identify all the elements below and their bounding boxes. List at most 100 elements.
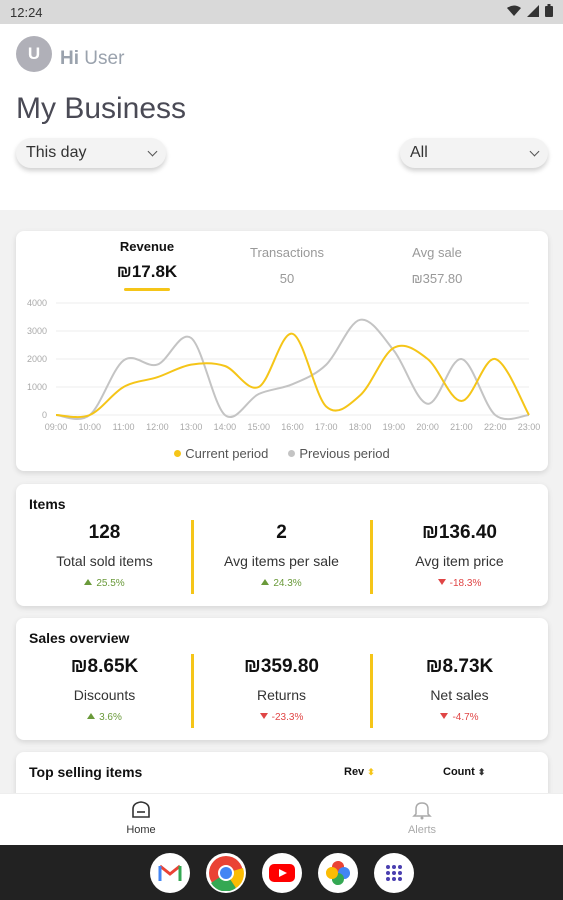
divider bbox=[191, 654, 194, 728]
gmail-icon[interactable] bbox=[150, 853, 190, 893]
legend-current[interactable]: Current period bbox=[174, 446, 268, 461]
tab-revenue-label: Revenue bbox=[119, 239, 175, 254]
metric-value: ₪8.65K bbox=[70, 656, 139, 677]
metric-value: 2 bbox=[276, 522, 287, 543]
greeting: Hi User bbox=[60, 48, 124, 70]
tab-avg-sale-label: Avg sale bbox=[412, 245, 462, 260]
nav-home-label: Home bbox=[126, 824, 156, 836]
metric-change: -4.7% bbox=[371, 712, 548, 723]
metric-value: ₪8.73K bbox=[425, 656, 494, 677]
col-rev-label: Rev bbox=[344, 766, 365, 778]
y-tick-label: 4000 bbox=[27, 298, 47, 308]
signal-icon bbox=[527, 4, 539, 17]
metric-change: 3.6% bbox=[16, 712, 193, 723]
battery-icon bbox=[545, 4, 553, 17]
col-count-label: Count bbox=[443, 766, 475, 778]
x-tick-label: 09:00 bbox=[45, 422, 68, 432]
tab-transactions-label: Transactions bbox=[250, 245, 324, 260]
tab-transactions[interactable]: Transactions 50 bbox=[222, 245, 352, 286]
metric-change: -23.3% bbox=[193, 712, 370, 723]
legend-previous[interactable]: Previous period bbox=[288, 446, 390, 461]
metric-change-value: -4.7% bbox=[452, 712, 479, 723]
x-tick-label: 12:00 bbox=[146, 422, 169, 432]
home-icon bbox=[132, 801, 150, 818]
metric-change: -18.3% bbox=[371, 578, 548, 589]
apps-icon[interactable] bbox=[374, 853, 414, 893]
x-tick-label: 17:00 bbox=[315, 422, 338, 432]
metric-label: Net sales bbox=[430, 687, 489, 703]
arrow-up-icon bbox=[261, 579, 270, 585]
metric-label: Avg item price bbox=[415, 553, 504, 569]
tab-avg-sale-value: ₪357.80 bbox=[411, 271, 463, 286]
filter-select-value: All bbox=[410, 144, 428, 161]
greeting-name: User bbox=[84, 48, 125, 69]
legend-previous-label: Previous period bbox=[299, 446, 390, 461]
sales-overview-title: Sales overview bbox=[29, 630, 130, 646]
arrow-up-icon bbox=[87, 713, 96, 719]
nav-alerts[interactable]: Alerts bbox=[382, 800, 462, 836]
metric-label: Total sold items bbox=[56, 553, 153, 569]
metric-avg-items: 2 Avg items per sale 24.3% bbox=[193, 522, 370, 589]
divider bbox=[370, 654, 373, 728]
chart-legend: Current period Previous period bbox=[16, 446, 548, 461]
y-tick-label: 1000 bbox=[27, 382, 47, 392]
x-tick-label: 18:00 bbox=[349, 422, 372, 432]
metric-value: ₪359.80 bbox=[244, 656, 319, 677]
tab-revenue-value: ₪17.8K bbox=[116, 262, 178, 281]
y-tick-label: 0 bbox=[42, 410, 47, 420]
metric-label: Avg items per sale bbox=[224, 553, 339, 569]
sort-count-button[interactable]: Count ⬍ bbox=[443, 766, 485, 778]
x-tick-label: 15:00 bbox=[247, 422, 270, 432]
metric-change: 24.3% bbox=[193, 578, 370, 589]
divider bbox=[370, 520, 373, 594]
youtube-icon[interactable] bbox=[262, 853, 302, 893]
nav-home[interactable]: Home bbox=[101, 800, 181, 836]
status-time: 12:24 bbox=[10, 5, 43, 20]
metric-change-value: -18.3% bbox=[449, 578, 482, 589]
metric-discounts: ₪8.65K Discounts 3.6% bbox=[16, 656, 193, 723]
tab-revenue[interactable]: Revenue ₪17.8K bbox=[82, 239, 212, 291]
metric-avg-price: ₪136.40 Avg item price -18.3% bbox=[371, 522, 548, 589]
sort-rev-button[interactable]: Rev ⬍ bbox=[344, 766, 375, 778]
x-tick-label: 20:00 bbox=[416, 422, 439, 432]
x-tick-label: 13:00 bbox=[180, 422, 203, 432]
metric-label: Discounts bbox=[73, 687, 136, 703]
x-tick-label: 14:00 bbox=[214, 422, 237, 432]
tab-transactions-value: 50 bbox=[279, 271, 295, 286]
x-tick-label: 10:00 bbox=[79, 422, 102, 432]
wifi-icon bbox=[507, 5, 521, 16]
metric-change-value: -23.3% bbox=[271, 712, 304, 723]
revenue-card: Revenue ₪17.8K Transactions 50 Avg sale … bbox=[16, 231, 548, 471]
metric-value: 128 bbox=[88, 522, 121, 543]
arrow-down-icon bbox=[440, 713, 449, 719]
metric-change-value: 25.5% bbox=[96, 578, 125, 589]
x-tick-label: 21:00 bbox=[450, 422, 473, 432]
metric-change-value: 24.3% bbox=[273, 578, 302, 589]
y-tick-label: 2000 bbox=[27, 354, 47, 364]
avatar[interactable]: U bbox=[16, 36, 52, 72]
header: U Hi User My Business This day All bbox=[0, 24, 563, 210]
tab-avg-sale[interactable]: Avg sale ₪357.80 bbox=[372, 245, 502, 286]
photos-icon[interactable] bbox=[318, 853, 358, 893]
arrow-up-icon bbox=[84, 579, 93, 585]
legend-current-label: Current period bbox=[185, 446, 269, 461]
metric-net-sales: ₪8.73K Net sales -4.7% bbox=[371, 656, 548, 723]
items-title: Items bbox=[29, 496, 66, 512]
status-bar: 12:24 bbox=[0, 0, 563, 24]
revenue-chart: 0 1000 2000 3000 4000 09:00 10:00 11:00 12:00 13:… bbox=[27, 298, 540, 432]
y-tick-label: 3000 bbox=[27, 326, 47, 336]
filter-select[interactable]: All bbox=[400, 138, 548, 168]
chrome-icon[interactable] bbox=[206, 853, 246, 893]
divider bbox=[191, 520, 194, 594]
system-dock bbox=[0, 845, 563, 900]
sort-icon: ⬍ bbox=[367, 767, 375, 777]
x-tick-label: 19:00 bbox=[383, 422, 406, 432]
metric-change: 25.5% bbox=[16, 578, 193, 589]
series-line-previous-period bbox=[55, 318, 530, 421]
series-line-current-period bbox=[55, 332, 530, 419]
sales-overview-card: Sales overview ₪8.65K Discounts 3.6% ₪35… bbox=[16, 618, 548, 740]
bell-icon bbox=[412, 802, 432, 820]
period-select[interactable]: This day bbox=[16, 138, 166, 168]
x-tick-label: 11:00 bbox=[113, 422, 135, 432]
tab-active-indicator bbox=[124, 288, 170, 291]
